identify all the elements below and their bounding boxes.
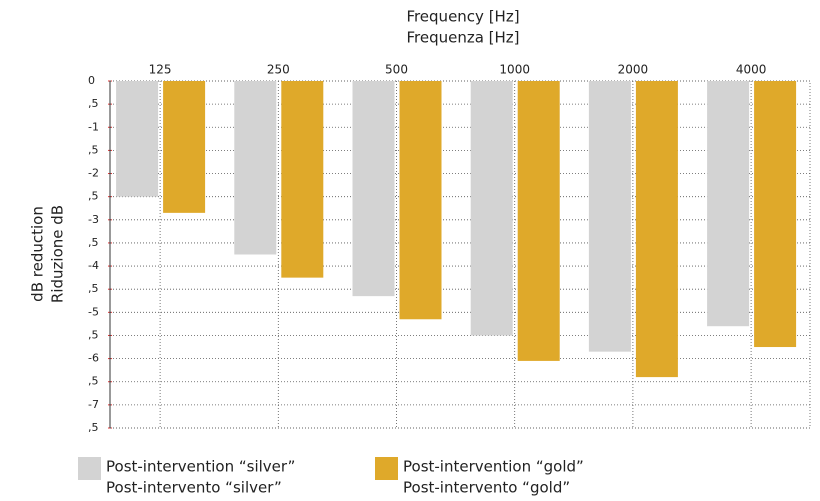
legend-label: Post-intervento “silver”	[106, 479, 282, 497]
y-tick-label: -2	[88, 167, 99, 180]
bar	[754, 81, 797, 348]
y-tick-label: ,5	[88, 375, 99, 388]
bar	[635, 81, 678, 378]
x-tick-label: 250	[267, 63, 290, 77]
bar	[470, 81, 513, 336]
x-tick-label: 125	[149, 63, 172, 77]
y-tick-label: ,5	[88, 282, 99, 295]
y-tick-label: -4	[88, 259, 99, 272]
legend-label: Post-intervention “silver”	[106, 458, 295, 476]
bar	[234, 81, 277, 255]
y-tick-label: -7	[88, 398, 99, 411]
y-tick-label: -3	[88, 213, 99, 226]
bar	[352, 81, 395, 297]
x-axis-title: Frequenza [Hz]	[406, 29, 519, 47]
bar	[116, 81, 159, 197]
bar	[399, 81, 442, 320]
x-tick-label: 2000	[618, 63, 649, 77]
legend-label: Post-intervento “gold”	[403, 479, 570, 497]
y-tick-label: ,5	[88, 236, 99, 249]
bar	[163, 81, 206, 213]
y-axis-title: dB reduction	[29, 206, 47, 302]
y-tick-label: ,5	[88, 328, 99, 341]
x-tick-label: 500	[385, 63, 408, 77]
y-tick-label: ,5	[88, 143, 99, 156]
legend-swatch	[375, 457, 398, 480]
y-axis-title: Riduzione dB	[49, 205, 67, 303]
plot-frame	[109, 80, 811, 429]
y-tick-label: ,5	[88, 190, 99, 203]
bar	[281, 81, 324, 278]
x-axis-title: Frequency [Hz]	[406, 8, 519, 26]
bar	[517, 81, 560, 361]
y-tick-label: 0	[88, 74, 95, 87]
bar	[707, 81, 750, 327]
legend-swatch	[78, 457, 101, 480]
y-tick-label: -6	[88, 352, 99, 365]
y-tick-label: ,5	[88, 97, 99, 110]
bar	[588, 81, 631, 352]
x-tick-label: 1000	[499, 63, 530, 77]
x-tick-label: 4000	[736, 63, 767, 77]
y-tick-label: -1	[88, 120, 99, 133]
y-tick-label: ,5	[88, 421, 99, 434]
legend-label: Post-intervention “gold”	[403, 458, 584, 476]
y-tick-label: -5	[88, 305, 99, 318]
